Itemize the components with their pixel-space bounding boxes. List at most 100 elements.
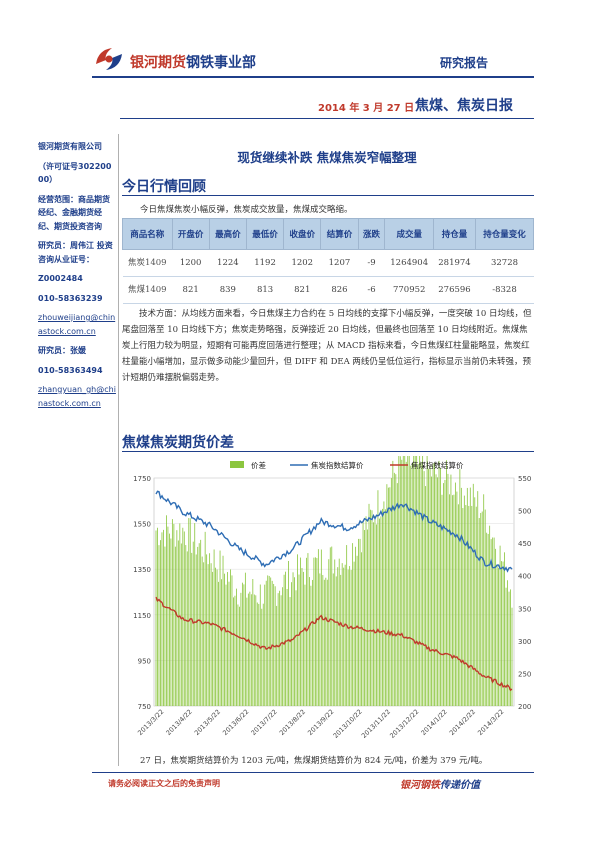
spread-bar — [265, 580, 267, 706]
analyst1-email[interactable]: zhouweijiang@chinastock.com.cn — [38, 313, 116, 336]
quote-table-header: 商品名称 开盘价 最高价 最低价 收盘价 结算价 涨跌 成交量 持仓量 持仓量变… — [122, 218, 534, 250]
legend-label: 焦煤指数结算价 — [411, 460, 464, 470]
table-cell: 276596 — [433, 276, 476, 304]
technical-analysis: 技术方面：从均线方面来看，今日焦煤主力合约在 5 日均线的支撑下小幅反弹，一度突… — [122, 309, 532, 383]
spread-bar — [390, 478, 392, 706]
spread-bar — [468, 505, 470, 706]
spread-bar — [173, 523, 175, 706]
spread-bar — [368, 503, 370, 706]
spread-bar — [261, 608, 263, 706]
spread-bar — [413, 456, 415, 706]
right-tick-label: 350 — [518, 605, 531, 613]
spread-bar — [507, 580, 508, 706]
section-title-market-review: 今日行情回顾 — [122, 179, 206, 195]
chart-caption: 27 日，焦炭期货结算价为 1203 元/吨，焦煤期货结算价为 824 元/吨，… — [140, 756, 488, 766]
spread-bar — [508, 591, 510, 706]
spread-bar — [304, 584, 306, 706]
spread-bar — [157, 527, 158, 706]
spread-bar — [310, 585, 312, 706]
spread-bar — [392, 460, 394, 706]
x-tick-label: 2013/12/22 — [388, 708, 420, 740]
spread-bar — [280, 595, 282, 706]
spread-bar — [337, 567, 339, 706]
spread-bar — [381, 508, 383, 706]
spread-bar — [498, 567, 500, 706]
spread-bar — [463, 495, 465, 706]
spread-bar — [420, 462, 422, 706]
spread-bar — [227, 572, 228, 706]
x-tick-label: 2013/4/22 — [165, 708, 194, 737]
spread-bar — [279, 590, 281, 706]
spread-bar — [209, 553, 211, 706]
table-cell: 839 — [209, 276, 247, 304]
spread-bar — [166, 515, 167, 706]
spread-bar — [502, 561, 504, 706]
spread-bar — [221, 579, 222, 706]
table-cell: -8328 — [475, 276, 534, 304]
spread-bar — [437, 477, 438, 706]
legend-label: 价差 — [251, 460, 266, 470]
spread-bar — [386, 484, 388, 706]
spread-bar — [210, 563, 212, 706]
spread-bar — [359, 538, 361, 706]
coal-index-line — [155, 596, 513, 692]
analyst1-cert: Z0002484 — [38, 274, 83, 283]
galaxy-logo — [96, 48, 122, 70]
spread-bar — [432, 463, 434, 706]
legend-label: 焦炭指数结算价 — [311, 460, 364, 470]
spread-bar — [405, 461, 407, 706]
spread-bar — [320, 549, 322, 706]
spread-bar — [501, 561, 502, 706]
spread-bar — [317, 549, 319, 706]
spread-bar — [243, 584, 245, 706]
analyst2-email[interactable]: zhangyuan_gh@chinastock.com.cn — [38, 385, 116, 408]
column-header: 最低价 — [245, 218, 285, 250]
spread-bar — [295, 590, 297, 706]
spread-bar — [469, 487, 471, 706]
left-tick-label: 1350 — [133, 566, 151, 574]
spread-bar — [331, 546, 333, 706]
spread-bar — [355, 546, 357, 706]
spread-bar — [452, 495, 453, 706]
x-tick-label: 2013/7/22 — [250, 708, 279, 737]
spread-bar — [371, 510, 373, 706]
spread-bar — [487, 533, 489, 706]
spread-bar — [164, 546, 166, 706]
spread-bar — [443, 483, 444, 706]
spread-bar — [480, 512, 482, 706]
spread-bar — [267, 575, 269, 706]
spread-bar — [383, 501, 385, 706]
spread-bar — [416, 456, 418, 706]
table-cell: 32728 — [475, 249, 534, 277]
spread-bar — [387, 487, 389, 706]
spread-bar — [189, 518, 191, 706]
spread-bar — [282, 587, 284, 706]
spread-bar — [396, 483, 398, 706]
spread-bar — [188, 518, 190, 706]
spread-bar — [329, 547, 331, 706]
spread-bar — [176, 530, 178, 706]
spread-bar — [240, 592, 242, 706]
spread-bar — [306, 557, 307, 706]
x-tick-label: 2013/5/22 — [193, 708, 222, 737]
spread-bar — [301, 567, 303, 706]
spread-bar — [185, 545, 187, 706]
column-header: 成交量 — [384, 218, 434, 250]
spread-bar — [449, 494, 450, 706]
spread-bar — [362, 520, 364, 706]
spread-bar — [255, 595, 257, 706]
spread-bar — [356, 555, 358, 706]
spread-bar — [273, 583, 275, 706]
spread-bar — [474, 497, 476, 706]
table-row: 焦煤1409 821 839 813 821 826 -6 770952 276… — [122, 276, 534, 304]
spread-bar — [286, 589, 288, 706]
spread-bar — [495, 548, 497, 706]
spread-bar — [249, 591, 251, 706]
spread-bar — [496, 564, 498, 706]
spread-bar — [456, 491, 458, 706]
slogan: 银河钢铁传递价值 — [400, 780, 480, 791]
column-header: 开盘价 — [171, 218, 210, 250]
spread-bar — [384, 509, 386, 706]
spread-bar — [499, 545, 501, 706]
license-number: （许可证号30220000） — [38, 161, 112, 185]
